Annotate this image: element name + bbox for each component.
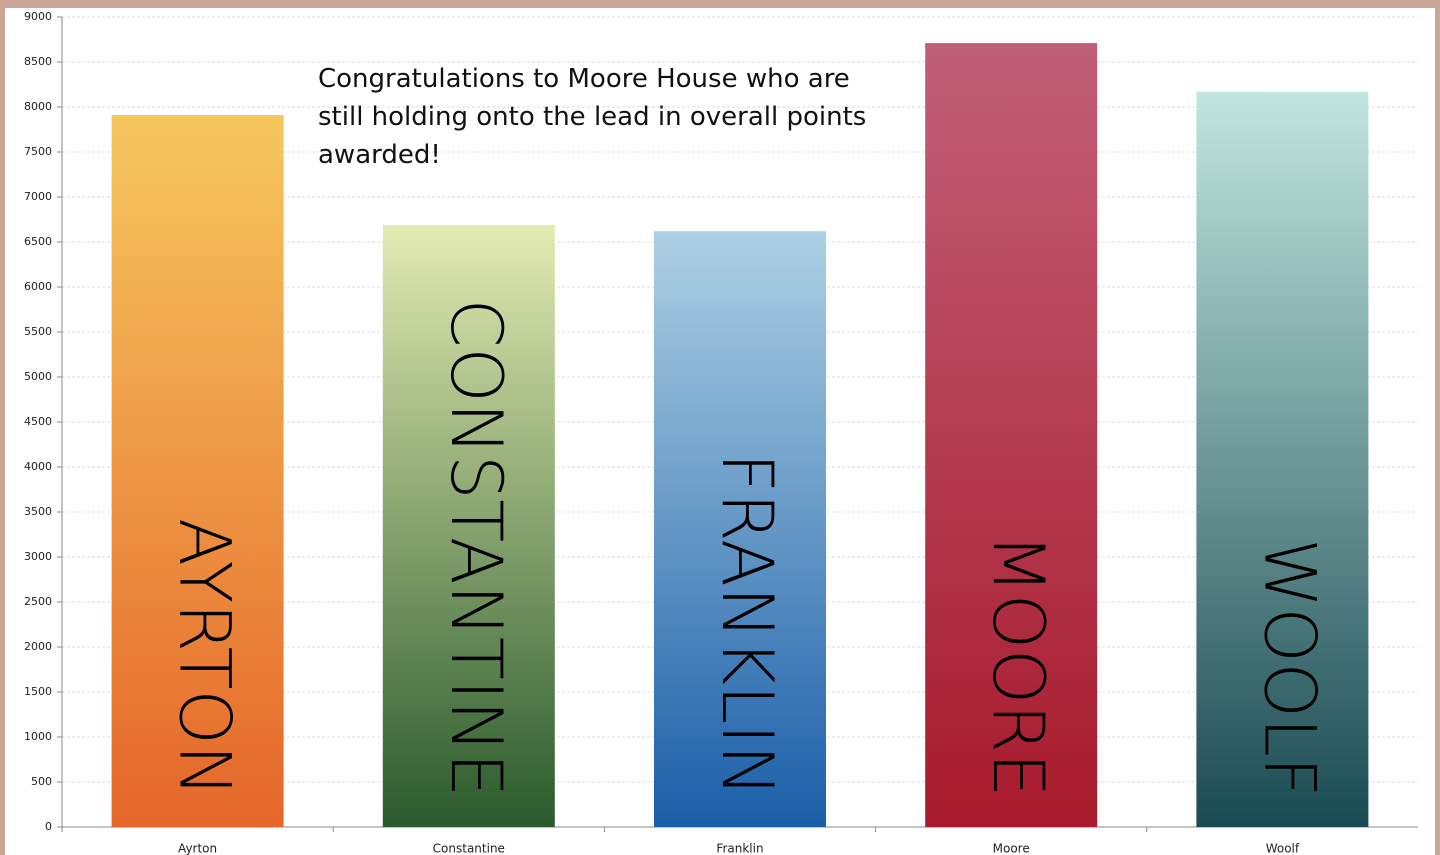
x-tick-label: Constantine (433, 842, 505, 855)
y-tick-label: 8000 (24, 100, 52, 113)
y-tick-label: 500 (31, 775, 52, 788)
chart: 0 500 1000 1500 2000 2500 3000 3500 4000 4500 5000… (24, 10, 1418, 855)
bar-label: MOORE (977, 534, 1059, 797)
chart-panel: 0 500 1000 1500 2000 2500 3000 3500 4000 4500 5000… (5, 8, 1435, 855)
y-tick-label: 7000 (24, 190, 52, 203)
y-tick-label: 6500 (24, 235, 52, 248)
y-tick-label: 3000 (24, 550, 52, 563)
y-tick-label: 1000 (24, 730, 52, 743)
bar (382, 224, 555, 827)
annotation: Congratulations to Moore House who are s… (318, 64, 867, 170)
bar-label: WOOLF (1248, 538, 1330, 797)
bar (1196, 91, 1369, 827)
bar (654, 231, 826, 827)
y-tick-label: 4500 (24, 415, 52, 428)
y-tick-label: 1500 (24, 685, 52, 698)
bar (925, 43, 1098, 828)
bar-label: CONSTANTINE (435, 299, 517, 797)
y-tick-label: 4000 (24, 460, 52, 473)
y-tick-label: 2500 (24, 595, 52, 608)
y-tick-label: 0 (45, 820, 52, 833)
x-tick-label: Ayrton (178, 842, 217, 855)
bar (111, 115, 284, 828)
y-tick-label: 8500 (24, 55, 52, 68)
y-tick-label: 5500 (24, 325, 52, 338)
x-tick-label: Moore (993, 842, 1030, 855)
bar-label: AYRTON (164, 518, 246, 797)
y-tick-label: 7500 (24, 145, 52, 158)
y-tick-label: 3500 (24, 505, 52, 518)
bar-label: FRANKLIN (706, 453, 788, 797)
y-tick-label: 5000 (24, 370, 52, 383)
x-tick-label: Woolf (1266, 842, 1300, 855)
y-tick-label: 6000 (24, 280, 52, 293)
y-tick-label: 2000 (24, 640, 52, 653)
y-tick-label: 9000 (24, 10, 52, 23)
x-tick-label: Franklin (716, 842, 763, 855)
